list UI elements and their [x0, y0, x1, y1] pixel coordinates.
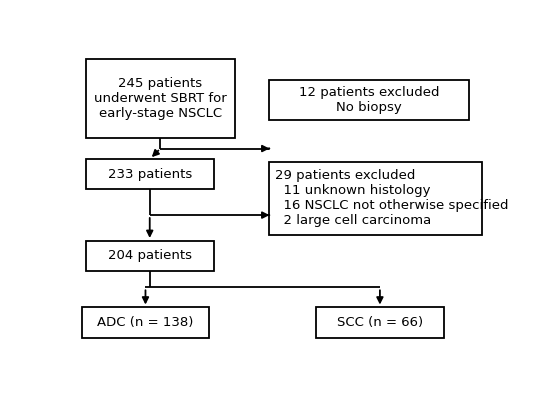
FancyBboxPatch shape: [86, 241, 213, 271]
Text: SCC (n = 66): SCC (n = 66): [337, 316, 423, 329]
FancyBboxPatch shape: [269, 81, 469, 120]
Text: 29 patients excluded
  11 unknown histology
  16 NSCLC not otherwise specified
 : 29 patients excluded 11 unknown histolog…: [276, 169, 509, 228]
Text: 233 patients: 233 patients: [108, 168, 192, 181]
Text: 12 patients excluded
No biopsy: 12 patients excluded No biopsy: [299, 86, 439, 114]
FancyBboxPatch shape: [269, 162, 482, 235]
FancyBboxPatch shape: [86, 59, 235, 138]
Text: 245 patients
underwent SBRT for
early-stage NSCLC: 245 patients underwent SBRT for early-st…: [94, 77, 227, 120]
Text: 204 patients: 204 patients: [108, 250, 192, 263]
FancyBboxPatch shape: [81, 307, 210, 338]
FancyBboxPatch shape: [316, 307, 444, 338]
Text: ADC (n = 138): ADC (n = 138): [97, 316, 194, 329]
FancyBboxPatch shape: [86, 159, 213, 189]
